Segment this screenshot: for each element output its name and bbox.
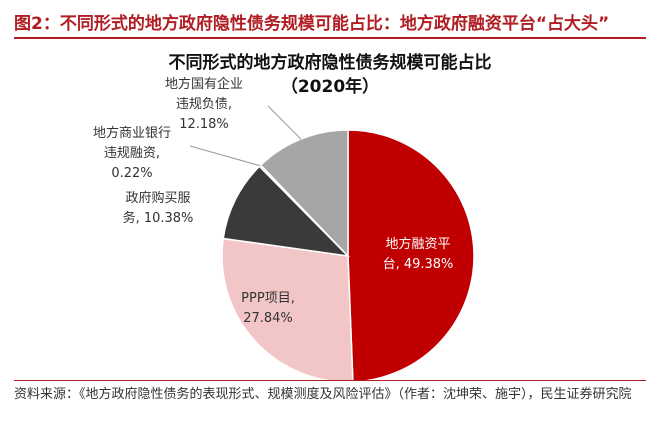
slice-label-1: PPP项目, 27.84%	[241, 291, 295, 326]
figure-header: 图2：不同形式的地方政府隐性债务规模可能占比：地方政府融资平台“占大头”	[0, 0, 660, 39]
pie-slice-0	[347, 129, 475, 380]
chart-title: 不同形式的地方政府隐性债务规模可能占比	[168, 53, 492, 73]
header-rule	[14, 37, 646, 39]
chart-area: 不同形式的地方政府隐性债务规模可能占比 （2020年） 地方融资平台, 49.3…	[0, 40, 660, 380]
slice-label-0: 地方融资平台, 49.38%	[383, 236, 454, 272]
pie-chart: 地方融资平台, 49.38% PPP项目, 27.84% 政府购买服务, 10.38%…	[93, 76, 475, 380]
pie-slice-4	[259, 129, 349, 258]
source-note: 资料来源：《地方政府隐性债务的表现形式、规模测度及风险评估》（作者：沈坤荣、施宇…	[14, 387, 632, 402]
slice-label-2: 政府购买服务, 10.38%	[123, 190, 194, 226]
leader-line-4	[267, 105, 302, 140]
slice-label-3: 地方商业银行违规融资, 0.22%	[93, 125, 171, 181]
pie-slice-2	[222, 165, 351, 258]
footer-rule	[14, 380, 646, 381]
figure-label: 图2：不同形式的地方政府隐性债务规模可能占比：地方政府融资平台“占大头”	[14, 14, 610, 34]
pie-slice-1	[221, 237, 354, 380]
slice-label-4: 地方国有企业违规负债, 12.18%	[165, 76, 243, 132]
chart-subtitle: （2020年）	[280, 77, 380, 97]
leader-line-3	[189, 145, 261, 167]
